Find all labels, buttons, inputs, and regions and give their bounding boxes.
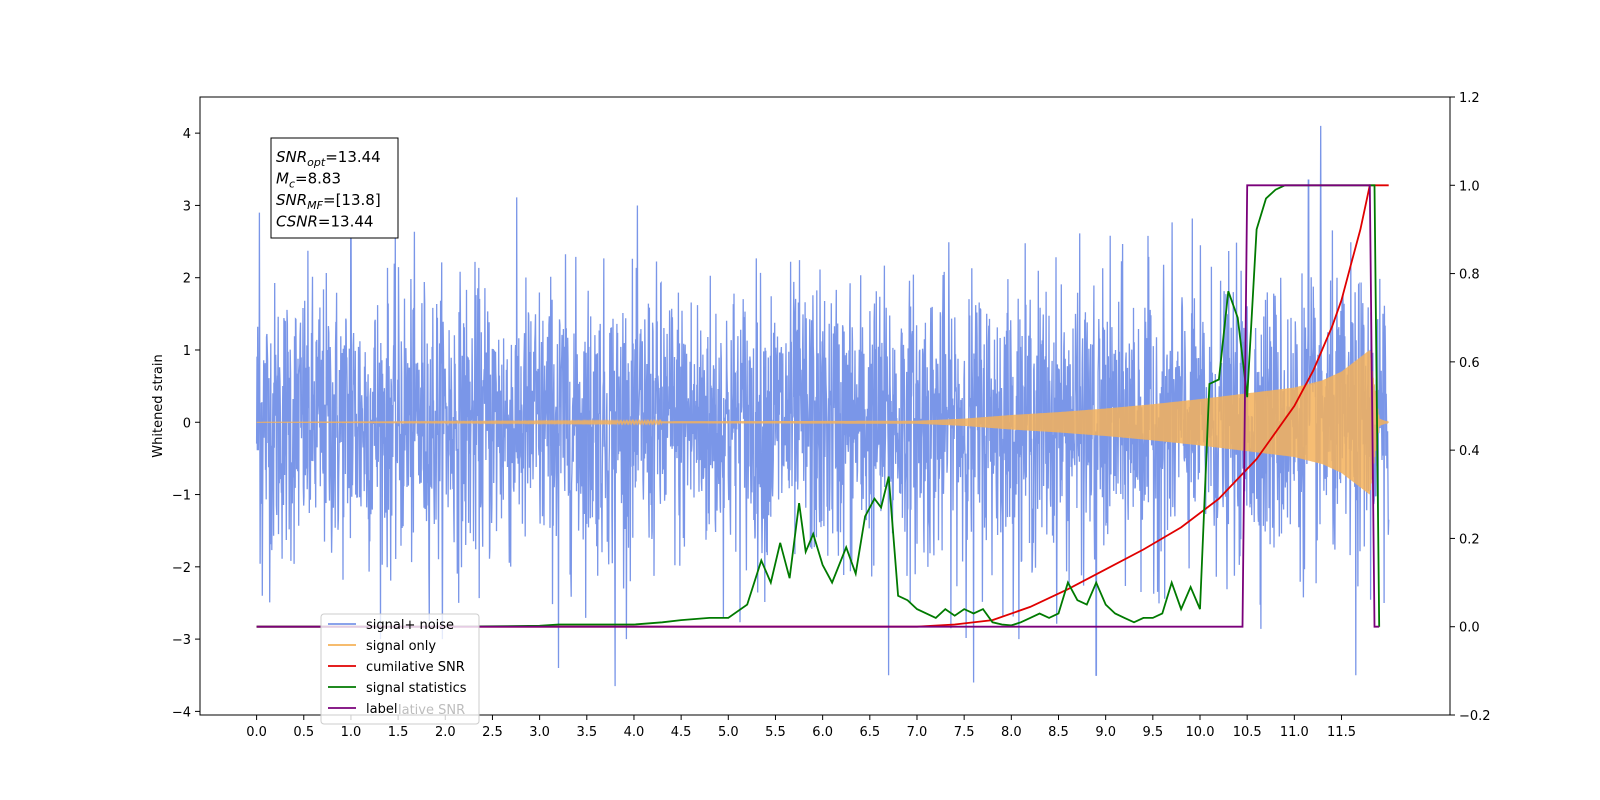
y-axis-label: Whitened strain bbox=[151, 354, 166, 457]
signal-statistics-line bbox=[256, 184, 1381, 628]
y-right-tick-label: 0.6 bbox=[1459, 356, 1480, 371]
x-tick-label: 3.0 bbox=[529, 725, 550, 740]
info-box-line: Mc=8.83 bbox=[276, 170, 341, 191]
y-tick-label: −3 bbox=[172, 633, 191, 648]
x-tick-label: 11.5 bbox=[1327, 725, 1356, 740]
y-right-tick-label: −0.2 bbox=[1459, 709, 1491, 724]
info-box-line: CSNR=13.44 bbox=[276, 213, 373, 231]
legend-label: signal+ noise bbox=[366, 618, 454, 633]
series-signal-noise bbox=[255, 125, 1390, 687]
legend-label: signal statistics bbox=[366, 681, 467, 696]
info-box-frame bbox=[270, 137, 399, 239]
signal-only-line bbox=[256, 350, 1389, 495]
axes-frame bbox=[199, 96, 1451, 716]
y-right-tick-label: 0.4 bbox=[1459, 444, 1480, 459]
x-tick-label: 7.5 bbox=[954, 725, 975, 740]
x-tick-label: 0.5 bbox=[293, 725, 314, 740]
legend-label: label bbox=[366, 702, 397, 717]
series-cumulative-snr bbox=[256, 184, 1389, 628]
x-tick-label: 5.5 bbox=[765, 725, 786, 740]
x-tick-label: 2.0 bbox=[435, 725, 456, 740]
y-axis-right: −0.2 0.0 0.2 0.4 0.6 0.8 1.0 1.2 bbox=[1450, 91, 1491, 724]
legend-ghost-text: lative SNR bbox=[398, 703, 465, 718]
x-tick-label: 4.5 bbox=[671, 725, 692, 740]
y-tick-label: 3 bbox=[183, 199, 191, 214]
series-signal-statistics bbox=[256, 184, 1381, 628]
x-tick-label: 10.0 bbox=[1186, 725, 1215, 740]
info-box-line: SNRopt=13.44 bbox=[276, 148, 381, 169]
x-tick-label: 0.0 bbox=[246, 725, 267, 740]
x-tick-label: 7.0 bbox=[907, 725, 928, 740]
legend-label: signal only bbox=[366, 639, 436, 654]
legend: lative SNR signal+ noise signal only cumil… bbox=[320, 613, 480, 725]
y-axis-left: −4 −3 −2 −1 0 1 2 3 4 bbox=[172, 127, 200, 720]
x-tick-label: 2.5 bbox=[482, 725, 503, 740]
x-tick-label: 1.5 bbox=[388, 725, 409, 740]
y-right-tick-label: 1.2 bbox=[1459, 91, 1480, 106]
x-tick-label: 3.5 bbox=[576, 725, 597, 740]
y-tick-label: −4 bbox=[172, 705, 191, 720]
y-tick-label: −1 bbox=[172, 489, 191, 504]
y-tick-label: −2 bbox=[172, 561, 191, 576]
y-tick-label: 0 bbox=[183, 416, 191, 431]
x-tick-label: 9.0 bbox=[1095, 725, 1116, 740]
x-tick-label: 8.0 bbox=[1001, 725, 1022, 740]
x-tick-label: 4.0 bbox=[624, 725, 645, 740]
info-box: SNRopt=13.44Mc=8.83SNRMF=[13.8]CSNR=13.4… bbox=[270, 137, 399, 239]
plot-area bbox=[255, 125, 1390, 687]
x-axis: 0.0 0.5 1.0 1.5 2.0 2.5 3.0 3.5 4.0 4.5 5.0 5.5 6.0 6… bbox=[246, 715, 1356, 740]
x-tick-label: 6.0 bbox=[812, 725, 833, 740]
x-tick-label: 9.5 bbox=[1142, 725, 1163, 740]
y-tick-label: 2 bbox=[183, 272, 191, 287]
legend-label: cumilative SNR bbox=[366, 660, 465, 675]
y-right-tick-label: 0.8 bbox=[1459, 268, 1480, 283]
y-right-tick-label: 1.0 bbox=[1459, 179, 1480, 194]
legend-frame bbox=[320, 613, 480, 725]
series-signal-only bbox=[256, 350, 1389, 495]
y-right-tick-label: 0.2 bbox=[1459, 532, 1480, 547]
series-label bbox=[256, 184, 1380, 628]
x-tick-label: 5.0 bbox=[718, 725, 739, 740]
x-tick-label: 8.5 bbox=[1048, 725, 1069, 740]
x-tick-label: 6.5 bbox=[859, 725, 880, 740]
x-tick-label: 10.5 bbox=[1233, 725, 1262, 740]
y-tick-label: 1 bbox=[183, 344, 191, 359]
y-tick-label: 4 bbox=[183, 127, 191, 142]
x-tick-label: 1.0 bbox=[341, 725, 362, 740]
label-line bbox=[256, 184, 1380, 628]
signal-noise-line bbox=[255, 125, 1390, 687]
x-tick-label: 11.0 bbox=[1280, 725, 1309, 740]
info-box-line: SNRMF=[13.8] bbox=[276, 191, 381, 212]
y-right-tick-label: 0.0 bbox=[1459, 621, 1480, 636]
cumulative-snr-line bbox=[256, 184, 1389, 628]
